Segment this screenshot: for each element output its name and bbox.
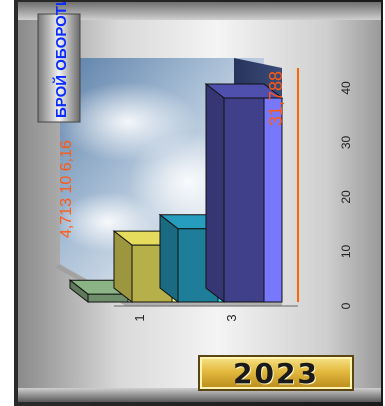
x-tick-label: 1 — [132, 314, 147, 321]
bar-4-body — [223, 97, 265, 303]
y-tick-label: 20 — [339, 190, 353, 204]
y-tick-label: 0 — [339, 302, 353, 309]
bar-4 — [205, 82, 225, 304]
data-label-left: 4,713 10 6,16 — [58, 140, 75, 238]
bar-1-body — [87, 293, 129, 303]
y-tick-label: 30 — [339, 136, 353, 150]
bar-3 — [159, 213, 179, 304]
bar-4-side — [263, 97, 283, 303]
y-tick-label: 10 — [339, 245, 353, 259]
title-panel — [37, 13, 81, 123]
x-tick-label: 3 — [224, 314, 239, 321]
year-badge-text: 2023 — [233, 356, 319, 390]
bars — [68, 82, 284, 304]
y-tick-label: 40 — [339, 81, 353, 95]
frame-top-bevel — [18, 2, 381, 20]
chart-title: БРОЙ ОБОРОТИ — [52, 2, 70, 118]
year-badge: 2023 — [198, 355, 354, 391]
data-label-bar4: 31,788 — [266, 71, 286, 126]
frame-bottom-bevel — [18, 388, 381, 402]
y-axis-ticks: 0 10 20 30 40 — [339, 81, 353, 309]
